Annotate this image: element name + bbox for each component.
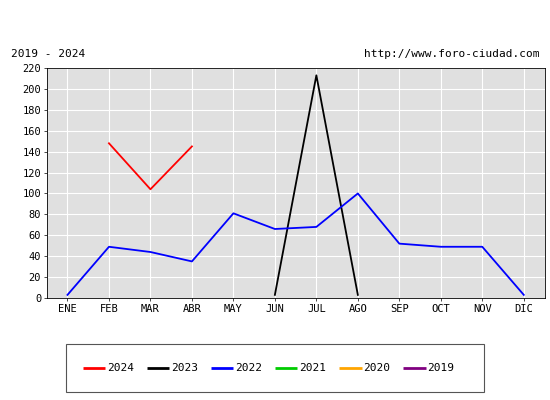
Text: 2019 - 2024: 2019 - 2024 bbox=[11, 49, 85, 59]
Text: 2022: 2022 bbox=[235, 363, 262, 373]
Text: 2021: 2021 bbox=[299, 363, 326, 373]
Text: http://www.foro-ciudad.com: http://www.foro-ciudad.com bbox=[364, 49, 539, 59]
Text: 2023: 2023 bbox=[171, 363, 198, 373]
Text: Evolucion Nº Turistas Nacionales en el municipio de Cervera de Buitrago: Evolucion Nº Turistas Nacionales en el m… bbox=[34, 14, 516, 28]
Text: 2024: 2024 bbox=[107, 363, 134, 373]
FancyBboxPatch shape bbox=[66, 344, 484, 392]
Text: 2019: 2019 bbox=[427, 363, 454, 373]
Text: 2020: 2020 bbox=[364, 363, 390, 373]
